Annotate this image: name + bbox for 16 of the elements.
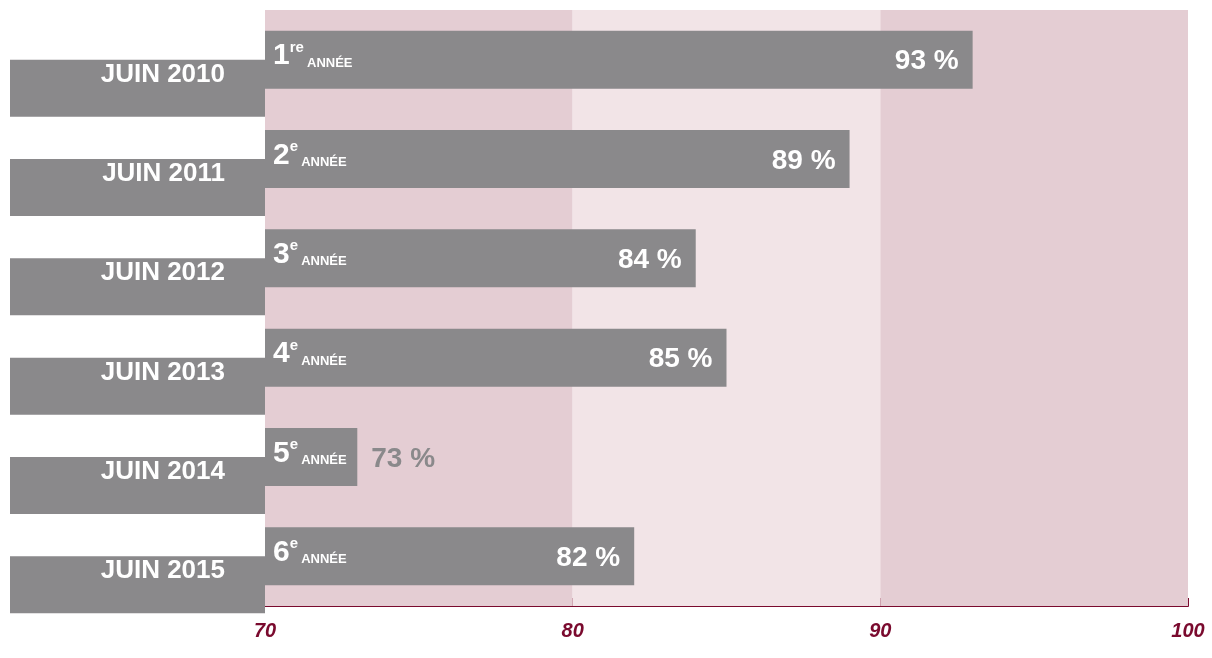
y-tick-label: JUIN 2013 xyxy=(100,355,225,386)
data-label: 82 % xyxy=(556,540,621,572)
y-tick-label: JUIN 2014 xyxy=(100,455,226,485)
x-tick-label: 70 xyxy=(253,619,277,641)
y-tick-label: JUIN 2012 xyxy=(100,256,225,287)
y-tick-label: JUIN 2010 xyxy=(100,57,225,88)
x-tick-label: 100 xyxy=(1171,619,1205,641)
y-tick-label: JUIN 2011 xyxy=(102,157,225,187)
data-label: 93 % xyxy=(894,44,959,76)
x-tick-label: 90 xyxy=(869,619,892,641)
data-label: 73 % xyxy=(371,441,436,473)
data-label: 89 % xyxy=(771,143,836,175)
data-label: 84 % xyxy=(617,242,682,274)
data-label: 85 % xyxy=(648,342,713,374)
x-tick-label: 80 xyxy=(561,619,584,641)
y-tick-label: JUIN 2015 xyxy=(100,554,225,585)
